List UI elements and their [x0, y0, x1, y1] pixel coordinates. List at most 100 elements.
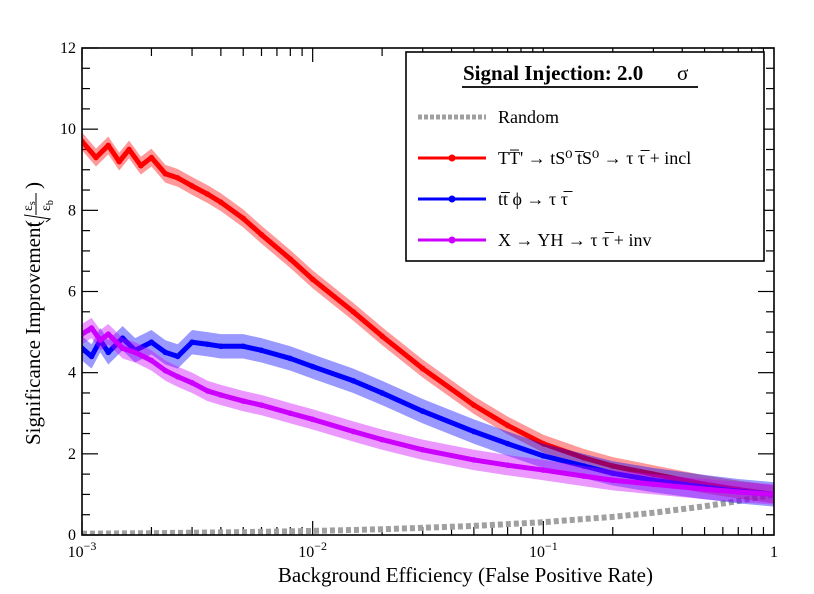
series-line-0 [82, 491, 774, 535]
legend-title-symbol: σ [677, 61, 688, 85]
series-point-1 [419, 365, 426, 372]
series-point-3 [701, 486, 708, 492]
series-point-3 [287, 410, 294, 417]
series-point-2 [350, 377, 357, 384]
y-axis-paren-close: ) [21, 182, 45, 189]
series-point-1 [540, 440, 547, 447]
series-point-3 [162, 367, 169, 374]
series-point-1 [162, 171, 169, 177]
series-point-2 [174, 353, 181, 360]
series-point-3 [97, 337, 104, 344]
y-tick-label: 0 [68, 527, 76, 544]
series-point-1 [218, 199, 224, 206]
series-point-1 [93, 154, 99, 161]
series-point-2 [119, 335, 126, 341]
series-point-3 [240, 398, 247, 404]
series-point-3 [119, 345, 126, 352]
series-line-1 [82, 139, 774, 497]
y-tick-label: 2 [68, 446, 76, 463]
y-axis-frac-num: εs [21, 201, 38, 211]
series-point-1 [471, 402, 477, 408]
series-point-2 [218, 343, 224, 350]
series-point-1 [258, 231, 265, 238]
y-tick-label: 10 [60, 121, 76, 138]
series-point-2 [287, 355, 294, 362]
y-tick-label: 6 [68, 284, 76, 301]
series-point-2 [609, 470, 616, 477]
series-point-1 [504, 422, 511, 429]
series-point-3 [204, 388, 211, 394]
series-point-3 [581, 473, 587, 479]
series-band-3 [82, 317, 774, 505]
series-point-3 [504, 462, 511, 468]
legend-label-magenta: X → YH → τ τ̅ + inv [498, 230, 651, 250]
series-layer [82, 132, 774, 535]
x-tick-labels: 10−3 10−2 10−1 1 [68, 539, 778, 561]
series-point-1 [105, 142, 112, 149]
legend-marker-magenta [448, 236, 456, 244]
legend-label-red: TT̅' → tS⁰ t̅S⁰ → τ τ̅ + incl [498, 148, 691, 168]
series-point-3 [350, 428, 357, 435]
y-axis-paren-open: ( [21, 220, 45, 227]
series-point-2 [650, 477, 657, 484]
y-axis-sqrt-sign [23, 214, 52, 223]
y-axis-frac-den: εb [39, 200, 56, 211]
series-point-2 [162, 349, 169, 356]
series-point-2 [240, 343, 247, 350]
x-tick-label: 10−3 [68, 539, 97, 561]
series-point-1 [116, 158, 123, 165]
series-point-1 [581, 455, 587, 461]
x-tick-label: 1 [770, 544, 778, 561]
series-point-3 [309, 416, 316, 423]
series-point-3 [174, 373, 181, 380]
legend: Signal Injection: 2.0 σ Random TT̅' → tS… [405, 51, 765, 262]
series-point-1 [609, 463, 616, 469]
y-tick-labels: 0 2 4 6 8 10 12 [60, 40, 76, 544]
series-point-2 [204, 341, 211, 348]
x-tick-label: 10−1 [529, 539, 558, 561]
series-point-1 [379, 333, 385, 339]
series-point-3 [218, 392, 224, 398]
series-point-2 [258, 347, 265, 354]
series-point-1 [126, 146, 132, 153]
series-point-1 [204, 191, 211, 197]
legend-label-blue: tt̅ ϕ → τ τ̅ [498, 189, 573, 209]
series-point-3 [379, 436, 385, 443]
series-point-3 [258, 402, 265, 408]
series-point-1 [350, 308, 357, 315]
series-point-2 [189, 339, 195, 346]
series-point-1 [148, 154, 155, 161]
series-band-2 [82, 325, 774, 507]
series-point-3 [540, 467, 547, 473]
plot-frame [81, 47, 775, 536]
series-point-1 [309, 276, 316, 283]
series-point-3 [148, 357, 155, 364]
series-line-3 [82, 325, 774, 497]
y-axis-title-group: Significance Improvement ( εs εb ) [21, 182, 56, 445]
x-axis-title: Background Efficiency (False Positive Ra… [278, 563, 653, 587]
series-point-3 [609, 477, 616, 484]
series-point-2 [504, 440, 511, 447]
series-point-2 [105, 349, 112, 356]
series-point-1 [138, 162, 144, 169]
series-point-2 [379, 390, 385, 396]
series-point-3 [471, 457, 477, 463]
series-point-2 [148, 339, 155, 346]
series-point-2 [581, 463, 587, 469]
series-point-1 [189, 183, 195, 189]
series-point-3 [132, 349, 138, 356]
y-tick-label: 12 [60, 40, 76, 57]
series-point-3 [419, 446, 426, 453]
x-tick-label: 10−2 [298, 539, 327, 561]
legend-marker-blue [448, 195, 456, 203]
series-band-1 [82, 132, 774, 504]
series-point-2 [88, 353, 95, 360]
legend-label-random: Random [498, 107, 559, 127]
series-point-3 [88, 325, 95, 331]
legend-title: Signal Injection: 2.0 [463, 61, 643, 85]
series-point-3 [189, 380, 195, 386]
series-point-1 [240, 215, 247, 222]
y-axis-title: Significance Improvement [21, 221, 45, 445]
series-point-1 [650, 471, 657, 477]
